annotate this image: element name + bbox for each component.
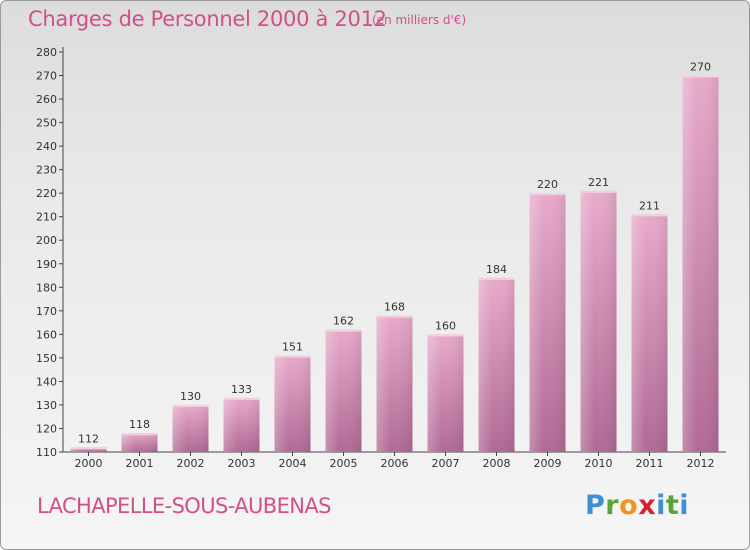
x-tick-label: 2005 bbox=[330, 457, 358, 470]
x-tick-label: 2003 bbox=[228, 457, 256, 470]
bar-sheen bbox=[682, 75, 719, 452]
y-tick-label: 170 bbox=[36, 305, 57, 318]
bar-sheen bbox=[223, 397, 260, 452]
x-tick-label: 2002 bbox=[177, 457, 205, 470]
y-tick-label: 190 bbox=[36, 258, 57, 271]
bar-top-edge bbox=[631, 214, 668, 217]
bar-top-edge bbox=[172, 404, 209, 407]
y-tick-label: 160 bbox=[36, 328, 57, 341]
x-tick-label: 2001 bbox=[126, 457, 154, 470]
bar-value-label: 160 bbox=[435, 319, 456, 332]
bar-sheen bbox=[631, 214, 668, 452]
bar-top-edge bbox=[121, 433, 158, 436]
bar-2005 bbox=[325, 329, 362, 452]
x-tick-label: 2006 bbox=[381, 457, 409, 470]
y-tick-label: 210 bbox=[36, 211, 57, 224]
bar-sheen bbox=[121, 433, 158, 452]
bar-value-label: 221 bbox=[588, 176, 609, 189]
bar-value-label: 151 bbox=[282, 341, 303, 354]
logo-letter: r bbox=[605, 490, 620, 521]
x-tick-label: 2009 bbox=[534, 457, 562, 470]
bar-top-edge bbox=[682, 75, 719, 78]
bar-top-edge bbox=[529, 193, 566, 196]
bar-sheen bbox=[478, 277, 515, 452]
bar-2010 bbox=[580, 190, 617, 452]
y-tick-label: 180 bbox=[36, 281, 57, 294]
y-tick-label: 250 bbox=[36, 117, 57, 130]
x-tick-label: 2004 bbox=[279, 457, 307, 470]
x-tick-label: 2007 bbox=[432, 457, 460, 470]
logo-letter: i bbox=[656, 490, 666, 521]
bar-value-label: 184 bbox=[486, 263, 507, 276]
y-tick-label: 280 bbox=[36, 46, 57, 59]
bar-2004 bbox=[274, 355, 311, 452]
bar-2011 bbox=[631, 214, 668, 452]
x-tick-label: 2012 bbox=[687, 457, 715, 470]
bar-top-edge bbox=[376, 315, 413, 318]
bar-value-label: 162 bbox=[333, 315, 354, 328]
bar-top-edge bbox=[274, 355, 311, 358]
bar-2012 bbox=[682, 75, 719, 452]
bar-sheen bbox=[427, 334, 464, 452]
chart-title: Charges de Personnel 2000 à 2012 bbox=[28, 7, 387, 31]
bar-value-label: 270 bbox=[690, 61, 711, 74]
bar-top-edge bbox=[427, 334, 464, 337]
y-tick-label: 110 bbox=[36, 446, 57, 459]
bar-sheen bbox=[580, 190, 617, 452]
bar-value-label: 220 bbox=[537, 178, 558, 191]
bar-sheen bbox=[376, 315, 413, 452]
y-tick-label: 140 bbox=[36, 375, 57, 388]
y-tick-label: 260 bbox=[36, 93, 57, 106]
bar-2007 bbox=[427, 334, 464, 452]
y-tick-label: 200 bbox=[36, 234, 57, 247]
bar-2003 bbox=[223, 397, 260, 452]
y-tick-label: 150 bbox=[36, 352, 57, 365]
logo-letter: t bbox=[665, 490, 680, 521]
bar-top-edge bbox=[580, 190, 617, 193]
logo-letter: o bbox=[619, 490, 639, 521]
bar-2009 bbox=[529, 193, 566, 453]
bar-value-label: 211 bbox=[639, 199, 660, 212]
y-tick-label: 120 bbox=[36, 422, 57, 435]
x-tick-label: 2010 bbox=[585, 457, 613, 470]
x-tick-label: 2008 bbox=[483, 457, 511, 470]
bar-top-edge bbox=[70, 447, 107, 450]
proxiti-logo: Proxiti bbox=[585, 490, 689, 521]
bar-value-label: 112 bbox=[78, 432, 99, 445]
bar-value-label: 118 bbox=[129, 418, 150, 431]
bar-sheen bbox=[325, 329, 362, 452]
bar-value-label: 133 bbox=[231, 383, 252, 396]
bar-top-edge bbox=[478, 277, 515, 280]
x-tick-label: 2011 bbox=[636, 457, 664, 470]
bar-top-edge bbox=[325, 329, 362, 332]
bar-2008 bbox=[478, 277, 515, 452]
bar-2000 bbox=[70, 447, 107, 452]
y-tick-label: 240 bbox=[36, 140, 57, 153]
bar-sheen bbox=[172, 404, 209, 452]
bar-value-label: 130 bbox=[180, 390, 201, 403]
logo-letter: P bbox=[585, 490, 606, 521]
bar-2006 bbox=[376, 315, 413, 452]
bar-top-edge bbox=[223, 397, 260, 400]
bar-sheen bbox=[529, 193, 566, 453]
logo-letter: i bbox=[679, 490, 690, 521]
y-tick-label: 230 bbox=[36, 164, 57, 177]
bar-sheen bbox=[70, 447, 107, 452]
y-tick-label: 220 bbox=[36, 187, 57, 200]
bar-2001 bbox=[121, 433, 158, 452]
bar-value-label: 168 bbox=[384, 301, 405, 314]
x-tick-label: 2000 bbox=[75, 457, 103, 470]
chart-unit: (en milliers d'€) bbox=[372, 13, 467, 27]
commune-name: LACHAPELLE-SOUS-AUBENAS bbox=[37, 494, 331, 518]
bar-2002 bbox=[172, 404, 209, 452]
y-tick-label: 130 bbox=[36, 399, 57, 412]
y-tick-label: 270 bbox=[36, 70, 57, 83]
bar-sheen bbox=[274, 355, 311, 452]
logo-letter: x bbox=[638, 490, 657, 521]
